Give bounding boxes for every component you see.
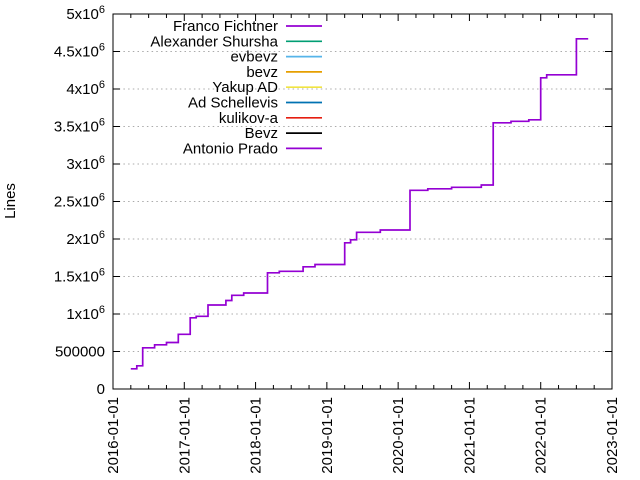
y-tick-label: 2.5x106 [54, 192, 105, 211]
x-tick-label: 2017-01-01 [176, 397, 193, 474]
y-axis-title: Lines [2, 183, 19, 219]
legend-label-alexander-shursha: Alexander Shursha [150, 33, 278, 50]
x-tick-label: 2023-01-01 [604, 397, 621, 474]
legend-label-bevz: Bevz [245, 125, 278, 142]
legend-label-antonio-prado: Antonio Prado [183, 140, 278, 157]
x-tick-label: 2020-01-01 [390, 397, 407, 474]
y-tick-label: 4x106 [66, 79, 105, 98]
y-tick-label: 0 [97, 381, 105, 398]
legend-label-kulikov-a: kulikov-a [219, 110, 279, 127]
x-tick-label: 2016-01-01 [105, 397, 122, 474]
legend-label-ad-schellevis: Ad Schellevis [188, 95, 278, 112]
x-tick-label: 2019-01-01 [319, 397, 336, 474]
legend-label-yakup-ad: Yakup AD [212, 79, 278, 96]
y-tick-label: 4.5x106 [54, 42, 105, 61]
x-tick-label: 2021-01-01 [461, 397, 478, 474]
y-tick-label: 3x106 [66, 154, 105, 173]
x-tick-label: 2022-01-01 [533, 397, 550, 474]
data-series-line [130, 37, 589, 370]
legend-label-bevz: bevz [246, 64, 278, 81]
plot-border [112, 13, 613, 390]
legend-label-evbevz: evbevz [230, 49, 278, 66]
x-tick-label: 2018-01-01 [248, 397, 265, 474]
legend-label-franco-fichtner: Franco Fichtner [173, 18, 278, 35]
y-tick-label: 3.5x106 [54, 117, 105, 136]
y-tick-label: 1x106 [66, 304, 105, 323]
y-tick-label: 1.5x106 [54, 267, 105, 286]
y-tick-label: 500000 [55, 344, 105, 361]
y-tick-label: 2x106 [66, 229, 105, 248]
y-tick-label: 5x106 [66, 4, 105, 23]
